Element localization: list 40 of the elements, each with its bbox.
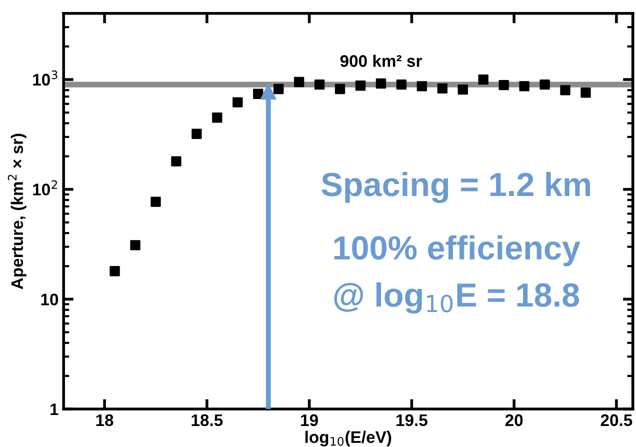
ref-line-label: 900 km² sr [340, 54, 422, 67]
y-tick-label: 10 [41, 294, 58, 306]
point [110, 266, 120, 276]
point [478, 74, 488, 85]
point [498, 80, 509, 90]
annotation: 100% efficiency [334, 235, 580, 266]
x-tick-label: 19 [301, 414, 318, 426]
y-axis-title: Aperture, (km$^{2}$ × sr) [8, 134, 26, 290]
point [212, 112, 222, 123]
point [294, 76, 304, 88]
x-tick-label: 18.5 [192, 414, 223, 426]
point [232, 97, 243, 108]
point [396, 79, 407, 90]
point [130, 240, 140, 250]
annotation: @ log$_{10}$E = 18.8 [334, 282, 580, 314]
point [171, 156, 182, 166]
x-tick-label: 20 [505, 414, 523, 426]
point [192, 128, 202, 139]
x-tick-label: 19.5 [396, 414, 428, 426]
point [458, 84, 468, 95]
x-tick-label: 20.5 [600, 414, 632, 426]
y-tick-label: 10$^{3}$ [33, 70, 58, 86]
y-tick-label: 1 [50, 404, 58, 416]
point [314, 79, 325, 90]
annotation: Spacing = 1.2 km [322, 172, 590, 204]
y-tick-label: 10$^{2}$ [33, 180, 58, 196]
point [540, 79, 550, 90]
point [416, 81, 428, 92]
point [560, 85, 570, 96]
point [376, 78, 386, 89]
point [334, 84, 346, 94]
point [253, 88, 264, 99]
point [519, 81, 530, 92]
point [355, 80, 366, 91]
point [274, 84, 284, 94]
point [437, 83, 448, 94]
x-tick-label: 18 [96, 414, 114, 426]
point [580, 88, 591, 98]
x-axis-title: log$_{10}$(E/eV) [305, 430, 392, 446]
point [150, 196, 161, 207]
